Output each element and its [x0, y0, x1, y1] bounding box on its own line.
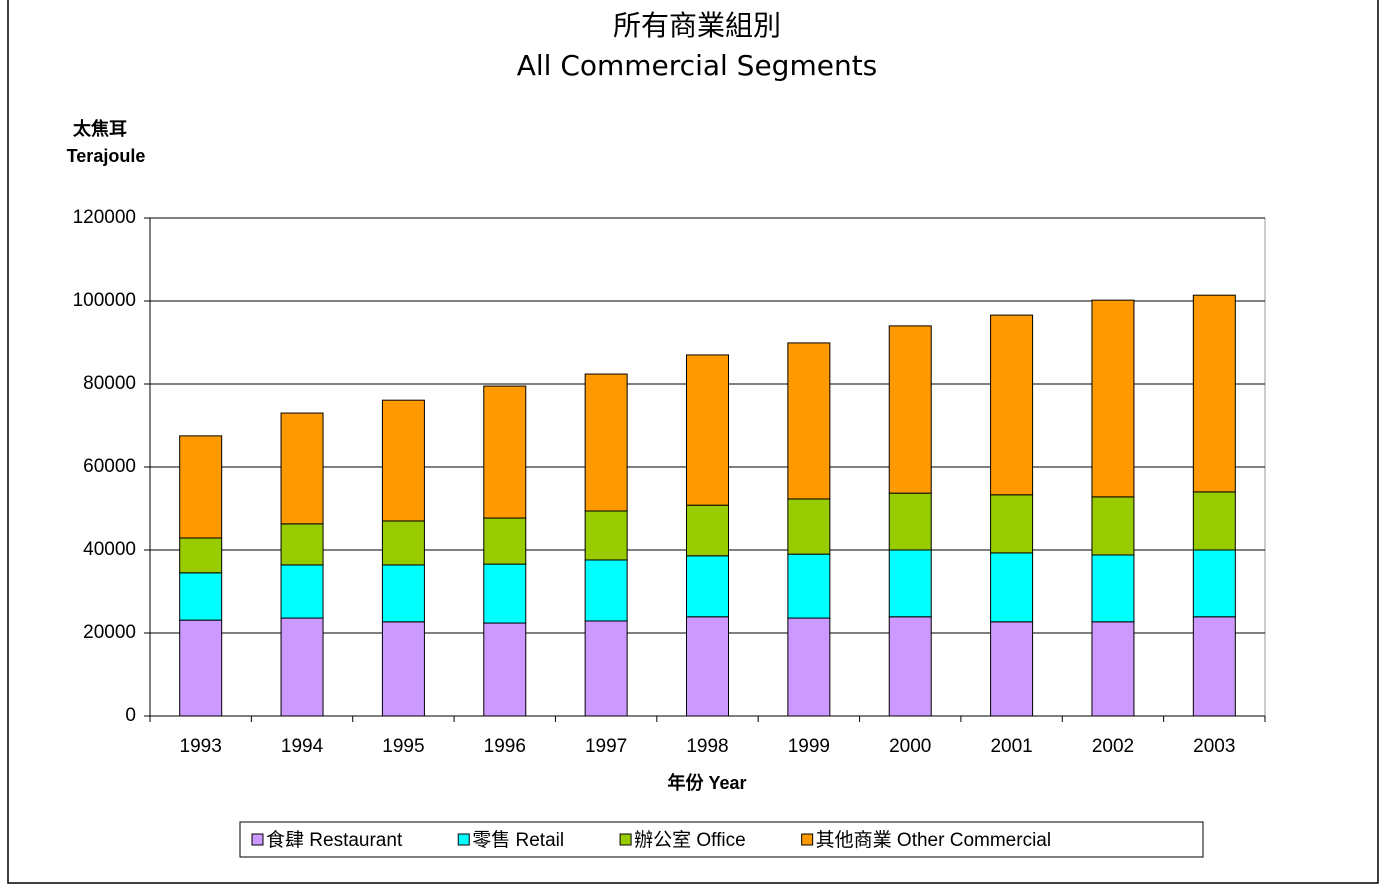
bar-segment [686, 616, 729, 717]
legend: 食肆 Restaurant 零售 Retail 辦公室 Office 其他商業 Oth… [239, 821, 1204, 858]
bar-segment [888, 549, 932, 618]
y-axis-label: Terajoule [67, 146, 146, 166]
legend-swatch [619, 833, 632, 846]
bar-segment [179, 619, 223, 717]
x-tick-label: 2002 [1092, 736, 1134, 757]
y-tick-label: 80000 [83, 373, 136, 394]
bar-segment [1192, 616, 1236, 717]
bar-segment [584, 620, 628, 717]
bar-segment [381, 621, 425, 717]
bar-segment [483, 517, 527, 565]
bar-segment [584, 373, 628, 512]
bar-segment [990, 314, 1034, 496]
bar-segment [787, 553, 831, 619]
bar-segment [787, 617, 831, 717]
chart-subtitle: All Commercial Segments [517, 49, 878, 82]
bar-segment [381, 399, 425, 522]
bar-segment [179, 537, 223, 574]
bar-segment [280, 412, 324, 525]
x-tick-label: 1997 [585, 736, 627, 757]
bar-segment [686, 504, 729, 557]
bar-segment [584, 510, 628, 561]
x-tick-label: 1999 [788, 736, 830, 757]
x-tick-label: 1994 [281, 736, 324, 757]
bar-segment [381, 520, 425, 566]
bar-segment [888, 616, 932, 717]
bar-segment [280, 523, 324, 566]
bar-segment [686, 354, 729, 506]
x-tick-label: 2003 [1193, 736, 1235, 757]
bar-segment [1192, 549, 1236, 618]
bar-segment [1091, 299, 1135, 498]
x-tick-label: 1995 [382, 736, 424, 757]
bar-segment [483, 563, 527, 624]
x-tick-label: 1998 [686, 736, 728, 757]
legend-box [239, 821, 1204, 858]
y-tick-label: 60000 [83, 456, 136, 477]
bar-segment [990, 552, 1034, 623]
x-tick-label: 1993 [180, 736, 222, 757]
bar-segment [990, 494, 1034, 554]
bar-segment [787, 498, 831, 555]
bar-segment [483, 385, 527, 519]
bar-segment [888, 325, 932, 494]
bar-segment [280, 617, 324, 717]
x-tick-label: 2000 [889, 736, 931, 757]
x-axis-label: 年份 Year [667, 772, 746, 793]
bar-segment [1091, 621, 1135, 717]
chart-title: 所有商業組別 [613, 9, 781, 42]
y-axis-label: 太焦耳 [73, 118, 127, 139]
bar-segment [787, 342, 831, 500]
bar-segment [280, 564, 324, 619]
bar-segment [179, 572, 223, 621]
bar-segment [483, 622, 527, 717]
bar-segment [1192, 491, 1236, 551]
bar-segment [888, 492, 932, 551]
legend-label: 零售 Retail [472, 829, 564, 851]
y-tick-label: 20000 [83, 622, 136, 643]
legend-swatch [801, 833, 814, 846]
bar-segment [179, 435, 223, 539]
bar-segment [990, 621, 1034, 717]
bar-segment [1091, 496, 1135, 556]
legend-label: 食肆 Restaurant [266, 829, 403, 851]
legend-label: 辦公室 Office [634, 829, 746, 851]
bar-segment [1192, 294, 1236, 493]
y-tick-label: 120000 [73, 207, 136, 228]
x-tick-label: 1996 [484, 736, 526, 757]
y-tick-label: 0 [125, 705, 136, 726]
y-tick-label: 100000 [73, 290, 136, 311]
bar-segment [1091, 554, 1135, 623]
bar-segment [381, 564, 425, 623]
x-tick-label: 2001 [990, 736, 1032, 757]
legend-swatch [457, 833, 470, 846]
legend-swatch [251, 833, 264, 846]
bar-segment [686, 555, 729, 618]
legend-label: 其他商業 Other Commercial [816, 829, 1051, 851]
y-tick-label: 40000 [83, 539, 136, 560]
bar-segment [584, 559, 628, 622]
